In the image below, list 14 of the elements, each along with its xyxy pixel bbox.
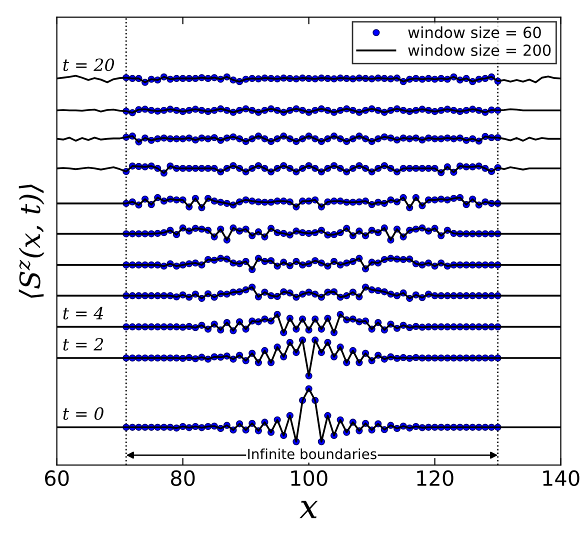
legend-label: window size = 60 (408, 26, 541, 38)
x-tick-label: 120 (417, 470, 454, 486)
x-tick-label: 140 (543, 470, 580, 486)
x-axis-title: x (300, 500, 318, 518)
x-tick-label: 100 (291, 470, 328, 486)
annotation: t = 0 (63, 407, 104, 420)
annotation: t = 4 (63, 306, 104, 320)
x-tick-label: 60 (45, 470, 69, 486)
y-axis-title: ⟨S$^{z}$(x, t)⟩ (18, 184, 44, 298)
annotation: t = 20 (63, 58, 114, 72)
annotation: Infinite boundaries (248, 448, 376, 460)
x-tick-label: 80 (170, 470, 195, 486)
legend-label: window size = 200 (408, 44, 551, 56)
annotation: t = 2 (63, 338, 104, 351)
